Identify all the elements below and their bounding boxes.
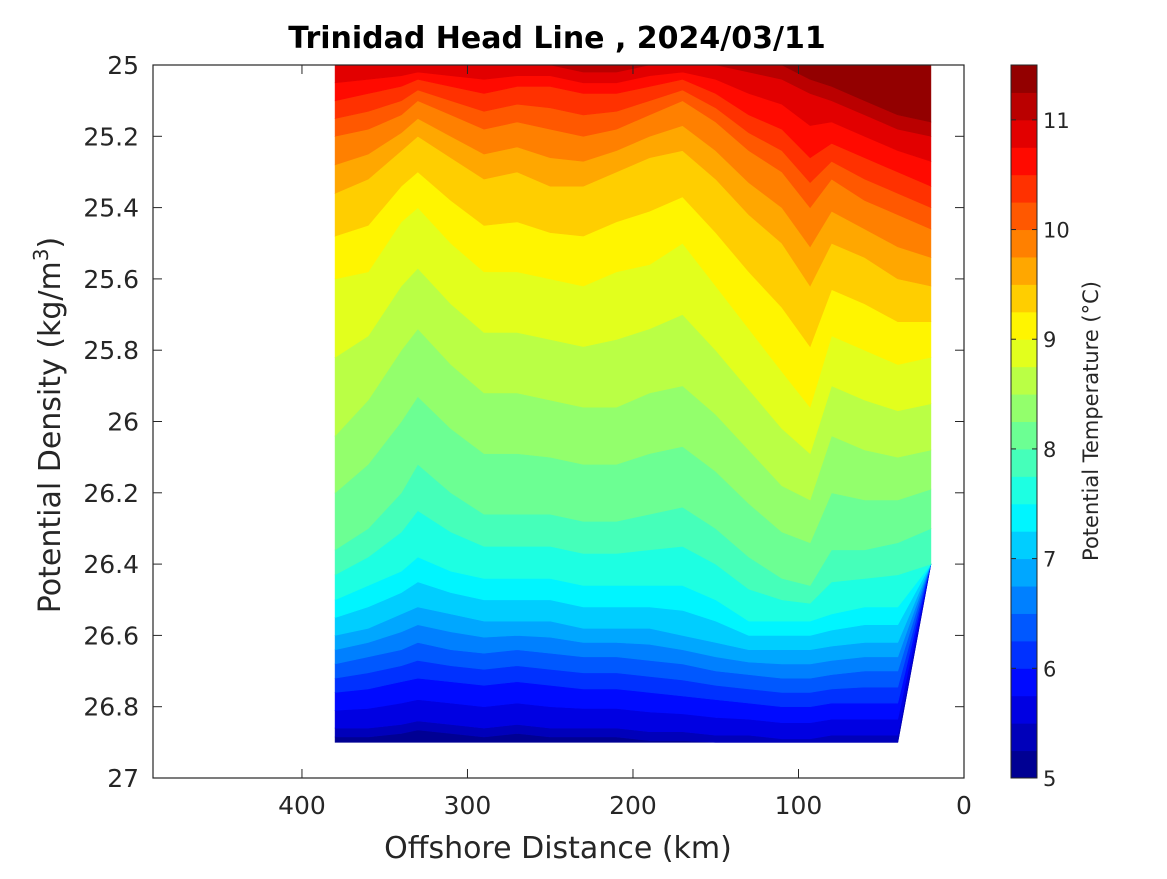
y-tick-label: 26 [107, 408, 139, 437]
x-tick-label: 200 [609, 791, 657, 820]
colorbar: 5 6 7 8 9 10 11 [1010, 64, 1070, 791]
colorbar-segment [1011, 750, 1037, 779]
colorbar-segment [1011, 92, 1037, 121]
colorbar-segment [1011, 147, 1037, 176]
contour-band [334, 65, 932, 162]
colorbar-tick-label: 8 [1043, 438, 1056, 462]
x-tick-label: 100 [775, 791, 823, 820]
y-tick-label: 25.6 [83, 265, 139, 294]
colorbar-segment [1011, 202, 1037, 231]
y-axis-label: Potential Density (kg/m3) [29, 237, 68, 613]
colorbar-segment [1011, 394, 1037, 422]
colorbar-segment [1011, 640, 1037, 669]
colorbar-segment [1011, 311, 1037, 340]
y-tick-label: 26.2 [83, 479, 139, 508]
y-axis-label-main: Potential Density (kg/m [33, 261, 68, 613]
x-tick-label: 0 [956, 791, 972, 820]
y-tick-label: 27 [107, 764, 139, 793]
colorbar-tick-label: 5 [1043, 767, 1056, 791]
colorbar-segment [1011, 695, 1037, 724]
colorbar-segment [1011, 476, 1037, 505]
colorbar-label: Potential Temperature (°C) [1079, 281, 1103, 561]
contour-band [335, 65, 932, 123]
colorbar-tick-label: 9 [1043, 328, 1056, 352]
y-tick-label: 25.2 [83, 122, 139, 151]
colorbar-segment [1011, 558, 1037, 587]
colorbar-tick-label: 7 [1043, 548, 1056, 572]
colorbar-tick-label: 6 [1043, 657, 1056, 681]
colorbar-segment [1011, 613, 1037, 642]
y-axis-label-tail: ) [33, 237, 68, 249]
colorbar-segment [1011, 531, 1037, 560]
x-axis-label: Offshore Distance (km) [384, 831, 732, 866]
colorbar-segment [1011, 229, 1037, 258]
y-tick-label: 25.4 [83, 194, 139, 223]
colorbar-segment [1011, 65, 1037, 93]
colorbar-segment [1011, 256, 1037, 285]
colorbar-segment [1011, 421, 1037, 450]
contour-fills [334, 65, 932, 743]
y-tick-label: 25.8 [83, 336, 139, 365]
colorbar-segment [1011, 174, 1037, 203]
colorbar-segment [1011, 119, 1037, 148]
colorbar-segment [1011, 723, 1037, 752]
colorbar-frame [1010, 64, 1038, 779]
x-tick-label: 400 [278, 791, 326, 820]
y-tick-label: 25 [107, 51, 139, 80]
colorbar-segment [1011, 503, 1037, 532]
colorbar-tick-label: 10 [1043, 219, 1070, 243]
colorbar-segment [1011, 284, 1037, 313]
chart-title: Trinidad Head Line , 2024/03/11 [288, 21, 825, 56]
colorbar-segment [1011, 668, 1037, 697]
x-axis: 400 300 200 100 0 [278, 65, 972, 820]
contour-band [335, 65, 932, 137]
colorbar-segment [1011, 339, 1037, 368]
y-axis-label-superscript: 3 [29, 248, 53, 261]
colorbar-segment [1011, 586, 1037, 614]
colorbar-segment [1011, 366, 1037, 395]
x-tick-label: 300 [444, 791, 492, 820]
y-tick-label: 26.6 [83, 621, 139, 650]
colorbar-tick-label: 11 [1043, 109, 1070, 133]
y-axis: 25 25.2 25.4 25.6 25.8 26 26.2 26.4 26.6 26.8 27 [83, 51, 964, 793]
colorbar-segment [1011, 448, 1037, 477]
y-tick-label: 26.8 [83, 693, 139, 722]
y-tick-label: 26.4 [83, 550, 139, 579]
